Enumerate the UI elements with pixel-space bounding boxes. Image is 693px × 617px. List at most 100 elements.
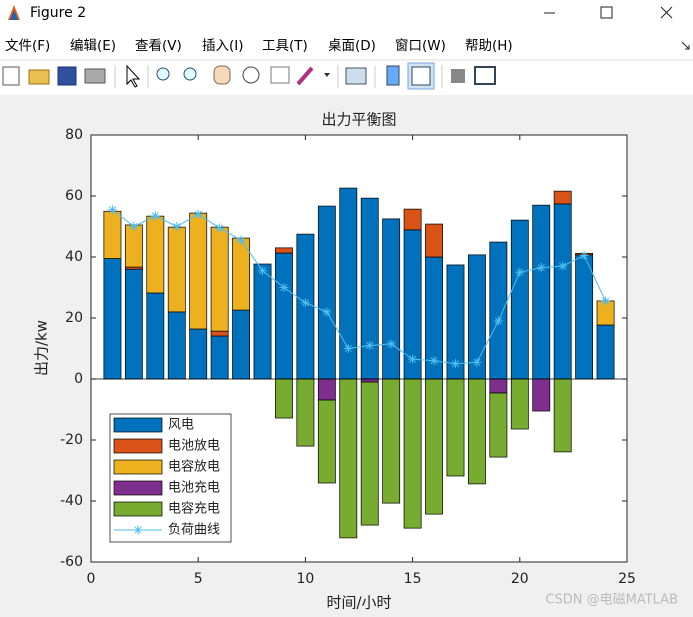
bar [317, 205, 336, 380]
bar [382, 378, 401, 504]
watermark: CSDN @电磁MATLAB [545, 593, 678, 608]
marker [365, 340, 375, 350]
bar [124, 224, 143, 268]
bar [553, 203, 572, 380]
axes-box [90, 134, 628, 563]
tool-rotate[interactable] [242, 66, 260, 84]
bar [446, 378, 465, 477]
bar [275, 252, 293, 380]
bar [596, 324, 615, 380]
bar [553, 378, 572, 453]
marker [601, 296, 611, 306]
marker [150, 211, 160, 221]
menu-item[interactable]: 编辑(E) [70, 38, 116, 54]
bar [296, 378, 315, 447]
marker [343, 344, 353, 353]
y-tick-label: 20 [65, 310, 83, 326]
tool-pan[interactable] [213, 65, 231, 85]
marker [558, 261, 568, 271]
marker [258, 266, 268, 276]
menu-item[interactable]: 文件(F) [5, 38, 50, 54]
bar [425, 223, 443, 258]
bar [339, 378, 358, 539]
bar [510, 378, 529, 430]
tool-colorbar[interactable] [386, 65, 400, 86]
bar [253, 263, 272, 380]
menu-item[interactable]: 桌面(D) [328, 38, 376, 54]
bar [232, 309, 251, 380]
bar [467, 378, 486, 485]
bar [167, 311, 186, 380]
plot [90, 134, 628, 563]
tool-legend[interactable] [411, 66, 431, 86]
y-tick-label: 40 [65, 249, 83, 265]
window-title: Figure 2 [30, 5, 86, 21]
window-controls[interactable] [544, 6, 673, 19]
tool-brush[interactable] [296, 66, 314, 86]
tool-new[interactable] [2, 66, 20, 86]
marker [536, 263, 546, 273]
y-axis-label: 出力/kw [33, 320, 51, 376]
bar [317, 378, 336, 401]
marker [386, 339, 396, 349]
menu-item[interactable]: 插入(I) [202, 38, 244, 54]
marker [133, 525, 143, 535]
marker [172, 222, 182, 231]
legend-label: 电容放电 [168, 459, 220, 475]
marker [215, 223, 225, 233]
bar [317, 399, 336, 484]
tool-show[interactable] [474, 66, 496, 85]
bar [210, 226, 229, 332]
tool-save[interactable] [57, 66, 77, 86]
tool-link[interactable] [345, 67, 367, 85]
marker [515, 267, 525, 277]
menu-item[interactable]: 查看(V) [135, 38, 182, 54]
marker [236, 235, 246, 245]
tool-datatip[interactable] [270, 66, 290, 84]
bar [403, 208, 422, 231]
toolbar [0, 59, 693, 90]
tool-hide[interactable] [451, 69, 465, 83]
x-tick-label: 25 [618, 571, 636, 587]
legend-label: 电池充电 [168, 480, 220, 496]
menu-item[interactable]: 工具(T) [262, 38, 308, 54]
marker [472, 357, 482, 367]
bar [103, 210, 122, 259]
bar [489, 392, 508, 458]
tool-print[interactable] [84, 68, 106, 84]
marker [193, 209, 203, 219]
tool-pointer[interactable] [126, 64, 141, 88]
menu-item[interactable]: 窗口(W) [395, 37, 446, 54]
bar [575, 254, 594, 380]
bar [360, 378, 379, 383]
marker [408, 354, 418, 364]
y-tick-label: 80 [65, 127, 83, 143]
bar [146, 292, 165, 380]
bar [403, 378, 422, 529]
marker [579, 250, 589, 260]
dock-icon[interactable] [681, 41, 690, 50]
y-tick-label: -40 [60, 493, 83, 509]
tool-zoom-in[interactable] [156, 67, 170, 81]
bar [425, 378, 443, 515]
x-tick-label: 0 [87, 571, 96, 587]
x-tick-label: 20 [511, 571, 529, 587]
marker [300, 298, 310, 308]
tool-open[interactable] [28, 69, 50, 85]
bar [189, 212, 208, 330]
marker [450, 359, 460, 369]
tool-zoom-out[interactable] [183, 67, 197, 81]
marker [493, 316, 503, 326]
bar [146, 215, 165, 294]
bar [532, 378, 551, 412]
menu-item[interactable]: 帮助(H) [465, 38, 513, 54]
menu-bar: 文件(F) 编辑(E) 查看(V) 插入(I) 工具(T) 桌面(D) 窗口(W) 帮助(H) [5, 37, 513, 54]
x-tick-label: 15 [404, 571, 422, 587]
app-icon [8, 5, 20, 20]
chart-title: 出力平衡图 [321, 111, 396, 129]
bar [489, 241, 508, 380]
marker [279, 283, 289, 292]
legend-swatch [113, 501, 163, 517]
